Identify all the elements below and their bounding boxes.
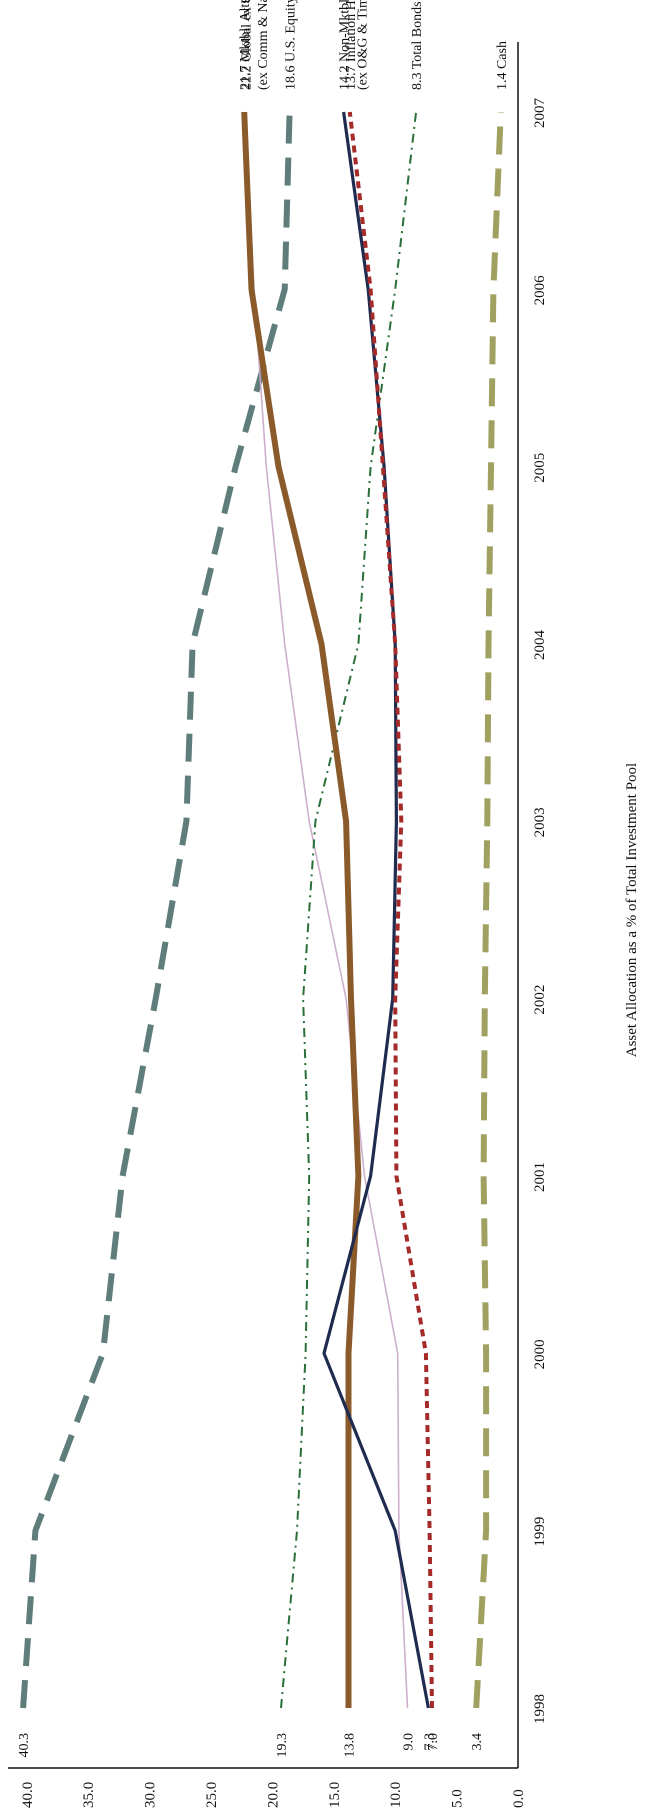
start-value-label: 13.8 (343, 1733, 358, 1758)
series-line (280, 111, 418, 1709)
start-value-label: 40.3 (17, 1733, 32, 1758)
end-value-label: 18.6 U.S. Equity (284, 0, 299, 90)
year-tick-label: 2006 (532, 275, 548, 306)
start-value-label: 19.3 (275, 1733, 290, 1758)
y-axis-title: Asset Allocation as a % of Total Investm… (624, 763, 640, 1057)
value-tick-labels: 0.0 5.0 10.0 15.0 20.0 25.0 30.0 35.0 40.0 (20, 1782, 527, 1808)
series-line (244, 111, 409, 1709)
end-value-label: 8.3 Total Bonds (ex TIPS) (410, 0, 425, 90)
series-line (241, 111, 362, 1708)
year-tick-label: 2000 (532, 1339, 548, 1369)
series-line (473, 111, 504, 1709)
value-tick-label: 0.0 (511, 1789, 527, 1808)
series-line (20, 111, 293, 1709)
start-value-label: 7.3 (422, 1733, 437, 1751)
year-tick-label: 1998 (532, 1694, 548, 1724)
value-tick-label: 10.0 (388, 1782, 404, 1808)
end-value-label: (ex Comm & Nat Res) (256, 0, 271, 90)
start-value-label: 9.0 (401, 1733, 416, 1751)
year-tick-label: 2002 (532, 985, 548, 1015)
value-tick-label: 5.0 (450, 1789, 466, 1808)
year-tick-label: 1999 (532, 1517, 548, 1547)
start-value-label: 7.0 (426, 1733, 441, 1751)
end-value-label: (ex O&G & Timber) (356, 0, 371, 90)
end-value-labels: 18.6 U.S. Equity 22.2 Global ex U.S. Equi… (238, 0, 510, 90)
end-value-label: 13.7 Inflation Hedges (344, 0, 359, 90)
value-tick-label: 15.0 (327, 1782, 343, 1808)
year-tick-labels: 1998 1999 2000 2001 2002 2003 2004 2005 2006 2007 (532, 98, 548, 1724)
series-lines (20, 111, 504, 1709)
start-value-labels: 40.3 19.3 13.8 9.0 7.37.0 3.4 (17, 1733, 485, 1758)
end-value-label: 21.7 Mktbl. Alts. (238, 0, 253, 90)
value-tick-label: 20.0 (265, 1782, 281, 1808)
year-tick-label: 2007 (532, 98, 548, 129)
value-tick-label: 30.0 (143, 1782, 159, 1808)
end-value-label: 1.4 Cash (495, 41, 510, 90)
year-tick-label: 2003 (532, 807, 548, 837)
value-tick-label: 25.0 (204, 1782, 220, 1808)
year-tick-label: 2001 (532, 1162, 548, 1192)
end-value-label: 22.2 Global ex U.S. Equity (239, 0, 254, 90)
end-value-label: 14.2 Non-Mktbl. Alts. (338, 0, 353, 90)
value-tick-label: 40.0 (20, 1782, 36, 1808)
series-line (347, 111, 434, 1709)
value-tick-label: 35.0 (81, 1782, 97, 1808)
year-tick-label: 2004 (532, 630, 548, 661)
year-tick-label: 2005 (532, 453, 548, 483)
start-value-label: 3.4 (470, 1733, 485, 1751)
axes (8, 42, 519, 1769)
